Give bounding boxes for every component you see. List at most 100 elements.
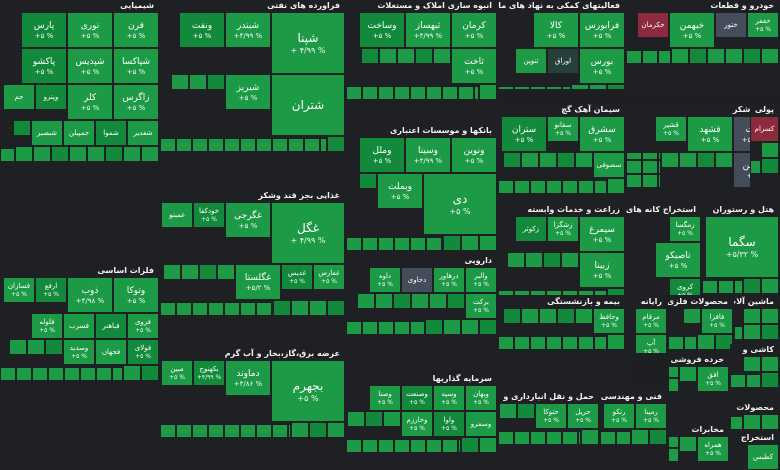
stock-tile[interactable]: خودکفا +۵ % xyxy=(194,203,224,227)
stock-tile[interactable]: وسدید +۵ % xyxy=(64,340,94,364)
stock-tile[interactable]: وبهان +۵ % xyxy=(466,386,496,410)
stock-tile[interactable] xyxy=(744,279,760,293)
stock-tile[interactable] xyxy=(562,253,578,267)
stock-tile[interactable] xyxy=(590,85,606,89)
stock-tile[interactable] xyxy=(444,236,460,250)
stock-tile[interactable] xyxy=(358,294,374,308)
stock-tile[interactable]: سشرق +۵ % xyxy=(580,117,624,151)
stock-tile[interactable]: تاصیکو +۵ % xyxy=(656,243,700,277)
stock-tile[interactable] xyxy=(680,153,696,167)
stock-tile[interactable] xyxy=(328,423,344,437)
stock-tile[interactable] xyxy=(16,147,32,161)
stock-tile[interactable] xyxy=(508,253,524,267)
stock-tile[interactable]: دحاوی xyxy=(402,268,432,292)
stock-tile[interactable] xyxy=(526,253,542,267)
stock-tile[interactable] xyxy=(762,357,778,371)
stock-tile[interactable] xyxy=(88,147,104,161)
stock-tile[interactable]: ونوین +۵ % xyxy=(452,138,496,172)
stock-tile[interactable]: مبین +۵ % xyxy=(162,361,192,385)
stock-tile[interactable] xyxy=(762,279,778,293)
stock-tile[interactable] xyxy=(540,309,556,323)
stock-tile[interactable]: شغدیر xyxy=(128,121,158,145)
stock-tile[interactable]: خغفر +۵ % xyxy=(748,13,778,37)
stock-tile[interactable] xyxy=(34,147,50,161)
stock-tile[interactable] xyxy=(680,367,696,381)
stock-tile[interactable] xyxy=(762,373,778,387)
stock-tile[interactable]: وسینا +۴/۹۹ % xyxy=(406,138,450,172)
stock-tile[interactable] xyxy=(608,335,624,349)
stock-tile[interactable]: ذوب +۴/۹۸ % xyxy=(68,278,112,312)
stock-tile[interactable] xyxy=(362,49,378,63)
stock-tile[interactable]: شپدیس +۵ % xyxy=(68,49,112,83)
stock-tile[interactable]: خکرمان xyxy=(638,13,668,37)
stock-tile[interactable]: کرمان +۵ % xyxy=(452,13,496,47)
stock-tile[interactable]: سگما +۵/۳۲ % xyxy=(706,217,778,277)
stock-tile[interactable] xyxy=(292,423,308,437)
stock-tile[interactable] xyxy=(426,320,442,334)
stock-tile[interactable]: غفارس +۵ % xyxy=(314,265,344,289)
stock-tile[interactable]: ثاخت +۵ % xyxy=(452,49,496,83)
stock-tile[interactable]: وحافظ +۵ % xyxy=(594,309,624,333)
stock-tile[interactable]: قشیر +۵ % xyxy=(656,117,686,141)
stock-tile[interactable] xyxy=(650,430,666,444)
stock-tile[interactable]: افق +۵ % xyxy=(698,367,728,391)
stock-tile[interactable] xyxy=(744,357,760,371)
stock-tile[interactable] xyxy=(218,265,234,279)
stock-tile[interactable] xyxy=(380,49,396,63)
stock-tile[interactable]: غدیس +۵ % xyxy=(282,265,312,289)
stock-tile[interactable]: ستران +۵ % xyxy=(502,117,546,151)
stock-tile[interactable] xyxy=(608,179,624,193)
stock-tile[interactable] xyxy=(690,49,706,63)
stock-tile[interactable] xyxy=(14,121,30,135)
stock-tile[interactable] xyxy=(576,309,592,323)
stock-tile[interactable]: واوا +۵ % xyxy=(434,412,464,436)
stock-tile[interactable] xyxy=(632,430,648,444)
stock-tile[interactable] xyxy=(394,294,410,308)
stock-tile[interactable] xyxy=(190,75,206,89)
stock-tile[interactable] xyxy=(462,236,478,250)
stock-tile[interactable]: مرقام +۵ % xyxy=(636,309,666,333)
stock-tile[interactable] xyxy=(444,320,460,334)
stock-tile[interactable] xyxy=(504,309,520,323)
stock-tile[interactable] xyxy=(608,85,624,89)
stock-tile[interactable] xyxy=(480,236,496,250)
stock-tile[interactable]: فباهنر xyxy=(96,314,126,338)
stock-tile[interactable]: شپنا + ۴/۹۹ % xyxy=(272,13,344,73)
stock-tile[interactable] xyxy=(726,49,742,63)
stock-tile[interactable] xyxy=(680,437,696,451)
stock-tile[interactable] xyxy=(384,412,400,426)
stock-tile[interactable] xyxy=(360,174,376,188)
stock-tile[interactable]: کالا +۵ % xyxy=(534,13,578,47)
stock-tile[interactable] xyxy=(762,159,778,173)
stock-tile[interactable]: کسرام xyxy=(751,117,778,141)
stock-tile[interactable]: داوه +۵ % xyxy=(370,268,400,292)
stock-tile[interactable]: غمینو xyxy=(162,203,192,227)
stock-tile[interactable] xyxy=(430,294,446,308)
stock-tile[interactable]: والبر +۵ % xyxy=(466,268,496,292)
stock-tile[interactable] xyxy=(744,49,760,63)
stock-tile[interactable]: رمپنا +۵ % xyxy=(636,404,666,428)
stock-tile[interactable] xyxy=(200,265,216,279)
stock-tile[interactable] xyxy=(416,49,432,63)
stock-tile[interactable]: فروی +۵ % xyxy=(128,314,158,338)
stock-tile[interactable]: وصنعت +۵ % xyxy=(402,386,432,410)
stock-tile[interactable] xyxy=(698,153,714,167)
stock-tile[interactable]: حتوکا +۵ % xyxy=(536,404,566,428)
stock-tile[interactable]: برکت +۵ % xyxy=(466,294,496,318)
stock-tile[interactable] xyxy=(462,320,478,334)
stock-tile[interactable] xyxy=(480,320,496,334)
stock-tile[interactable]: اوراق xyxy=(548,49,578,73)
stock-tile[interactable]: پارس +۵ % xyxy=(22,13,66,47)
stock-tile[interactable]: وصنا +۵ % xyxy=(370,386,400,410)
stock-tile[interactable] xyxy=(662,153,678,167)
stock-tile[interactable]: بکهنوج +۴/۹۹ % xyxy=(194,361,224,385)
stock-tile[interactable]: شبریز +۵ % xyxy=(226,75,270,109)
stock-tile[interactable]: شتران xyxy=(272,75,344,135)
stock-tile[interactable] xyxy=(376,294,392,308)
stock-tile[interactable]: شبندر +۴/۹۹ % xyxy=(226,13,270,47)
stock-tile[interactable]: زشگزا +۵ % xyxy=(548,217,578,241)
stock-tile[interactable]: ختور xyxy=(716,13,746,37)
stock-tile[interactable]: فلوله +۵ % xyxy=(32,314,62,338)
stock-tile[interactable] xyxy=(124,147,140,161)
stock-tile[interactable] xyxy=(684,309,700,323)
